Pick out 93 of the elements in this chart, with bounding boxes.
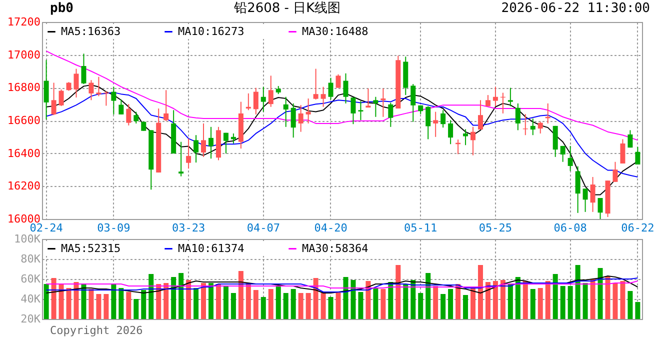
candlestick bbox=[380, 88, 386, 118]
line-series bbox=[46, 280, 638, 288]
candlestick bbox=[268, 75, 274, 108]
candlestick bbox=[515, 102, 520, 131]
candlestick bbox=[463, 128, 468, 146]
candlestick bbox=[260, 86, 266, 112]
candlestick bbox=[290, 102, 296, 138]
candlestick bbox=[343, 72, 348, 104]
y-tick-label: 17200 bbox=[7, 16, 40, 28]
candlestick bbox=[508, 87, 513, 107]
candlestick bbox=[298, 104, 304, 132]
candlestick bbox=[58, 88, 64, 107]
candlestick bbox=[620, 138, 626, 164]
legend-label: MA10:61374 bbox=[178, 242, 245, 255]
chart-title: 铅2608 - 日K线图 bbox=[234, 0, 341, 17]
candlestick bbox=[492, 86, 498, 107]
candlestick bbox=[635, 146, 640, 165]
candlestick bbox=[470, 126, 476, 156]
candlestick bbox=[433, 111, 438, 138]
candlestick bbox=[134, 111, 139, 124]
candlestick bbox=[253, 87, 258, 115]
candlestick bbox=[530, 118, 536, 136]
candlestick bbox=[552, 125, 558, 158]
candlestick bbox=[560, 145, 566, 162]
candlestick bbox=[448, 120, 454, 145]
candlestick bbox=[336, 74, 341, 88]
candlestick bbox=[194, 134, 199, 164]
candlestick bbox=[208, 126, 214, 160]
x-tick-label: 04-20 bbox=[314, 222, 348, 234]
candlestick bbox=[88, 80, 94, 101]
candlestick bbox=[538, 121, 543, 134]
candlestick bbox=[96, 76, 102, 97]
y-tick-label: 16400 bbox=[7, 146, 40, 160]
x-tick-label: 05-25 bbox=[478, 222, 512, 234]
x-tick-label: 02-24 bbox=[30, 222, 64, 234]
y-tick-label: 16600 bbox=[7, 114, 40, 127]
candlestick bbox=[358, 100, 364, 121]
legend-label: MA5:16363 bbox=[61, 24, 121, 38]
candlestick bbox=[598, 197, 603, 220]
y-tick-label: 16200 bbox=[7, 180, 40, 193]
candlestick bbox=[478, 100, 483, 130]
candlestick bbox=[582, 188, 588, 212]
text: 2026-06-22 11:30:00 bbox=[501, 0, 650, 16]
y-tick-label: 40K bbox=[20, 292, 41, 306]
y-tick-label: 16800 bbox=[7, 81, 40, 94]
candlestick bbox=[126, 104, 132, 126]
candlestick bbox=[350, 97, 356, 125]
y-tick-label: 60K bbox=[20, 272, 41, 286]
candlestick bbox=[44, 60, 49, 120]
candlestick bbox=[51, 82, 56, 116]
y-tick-label: 17000 bbox=[7, 48, 40, 62]
candlestick bbox=[74, 68, 79, 98]
candlestick bbox=[628, 130, 633, 148]
candlestick bbox=[320, 86, 326, 108]
x-tick-label: 03-09 bbox=[97, 222, 130, 234]
candlestick bbox=[426, 106, 431, 140]
candlestick bbox=[575, 166, 580, 214]
x-tick-label: 03-23 bbox=[172, 222, 206, 234]
candlestick bbox=[178, 141, 184, 177]
candlestick bbox=[283, 96, 288, 128]
x-tick-label: 04-07 bbox=[246, 222, 280, 234]
candlestick bbox=[568, 145, 573, 172]
x-tick-label: 05-11 bbox=[404, 222, 438, 234]
candlestick bbox=[328, 77, 334, 100]
candlestick bbox=[164, 90, 169, 122]
candlestick bbox=[612, 161, 618, 182]
candlestick bbox=[223, 132, 228, 154]
y-tick-label: 20K bbox=[20, 312, 41, 326]
candlestick bbox=[186, 138, 192, 170]
candlestick bbox=[590, 176, 596, 212]
candlestick bbox=[313, 68, 318, 100]
candlestick bbox=[246, 92, 251, 111]
legend-label: MA5:52315 bbox=[61, 242, 121, 255]
text: Copyright 2026 bbox=[49, 324, 144, 338]
x-tick-label: 06-08 bbox=[554, 222, 587, 234]
candlestick bbox=[104, 90, 109, 106]
candlestick bbox=[440, 110, 446, 128]
candlestick bbox=[111, 86, 116, 115]
legend-label: MA10:16273 bbox=[178, 24, 244, 38]
candlestick bbox=[366, 88, 371, 108]
candlestick bbox=[118, 98, 124, 115]
candlestick bbox=[306, 98, 311, 124]
candlestick bbox=[201, 122, 206, 158]
x-tick-label: 06-22 bbox=[621, 222, 654, 234]
text: pb0 bbox=[50, 0, 74, 16]
legend-label: MA30:58364 bbox=[302, 242, 369, 255]
candlestick bbox=[388, 102, 394, 128]
candlestick bbox=[410, 84, 416, 122]
y-tick-label: 100K bbox=[14, 232, 41, 246]
candlestick bbox=[81, 53, 86, 85]
y-tick-label: 80K bbox=[20, 252, 41, 266]
candlestick bbox=[373, 96, 378, 118]
legend-label: MA30:16488 bbox=[302, 24, 368, 38]
